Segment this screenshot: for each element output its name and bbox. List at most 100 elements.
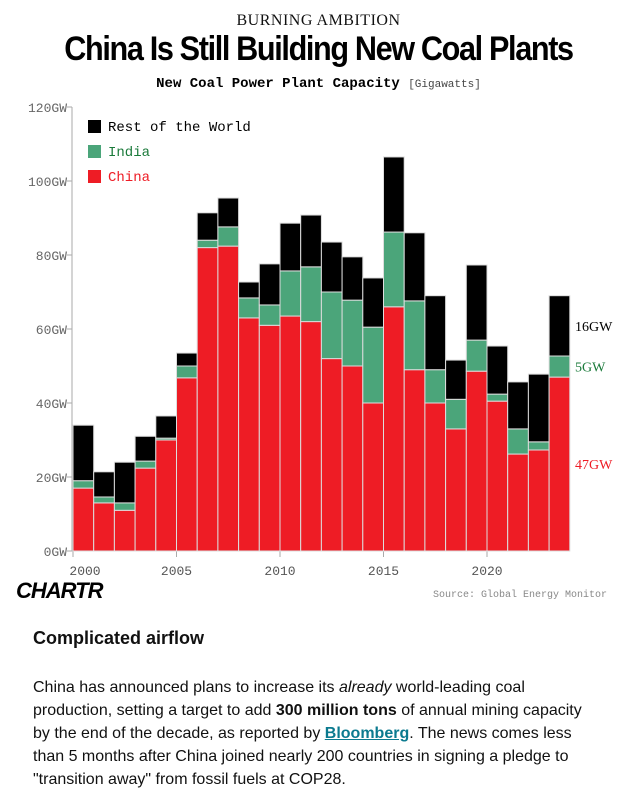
- bar-rest-of-the-world-2008: [238, 281, 260, 299]
- legend-swatch: [88, 170, 101, 183]
- bar-china-2003: [134, 467, 157, 552]
- bar-rest-of-the-world-2020: [486, 345, 509, 395]
- bar-china-2005: [176, 377, 198, 552]
- bar-china-2015: [383, 306, 405, 552]
- bar-rest-of-the-world-2022: [527, 373, 550, 443]
- bloomberg-link[interactable]: Bloomberg: [324, 725, 410, 742]
- bar-india-2013: [341, 299, 364, 367]
- bar-china-2006: [196, 247, 219, 552]
- y-tick-label: 120GW: [28, 101, 67, 116]
- bar-rest-of-the-world-2010: [279, 222, 302, 272]
- bar-india-2016: [403, 300, 426, 371]
- bar-rest-of-the-world-2007: [217, 197, 240, 228]
- x-tick-label: 2010: [264, 564, 295, 579]
- bar-india-2011: [300, 266, 322, 323]
- bar-rest-of-the-world-2015: [383, 156, 405, 233]
- bar-india-2010: [279, 270, 302, 317]
- text: world-leading coal production, setting a…: [33, 679, 525, 719]
- x-tick-label: 2005: [161, 564, 192, 579]
- y-tick-label: 0GW: [44, 545, 68, 560]
- x-tick-label: 2000: [69, 564, 100, 579]
- y-tick-label: 40GW: [36, 397, 67, 412]
- text: of annual mining capacity by the end of …: [33, 702, 582, 742]
- bar-china-2018: [445, 428, 467, 552]
- bar-india-2007: [217, 226, 240, 247]
- legend-swatch: [88, 145, 101, 158]
- bar-china-2001: [93, 502, 115, 552]
- bar-china-2017: [424, 402, 447, 552]
- subtitle-text: New Coal Power Plant Capacity: [156, 76, 400, 92]
- text-bold: 300 million tons: [275, 702, 397, 719]
- bar-china-2000: [72, 487, 95, 552]
- bar-china-2014: [362, 402, 384, 552]
- annotation-label: 47GW: [575, 458, 613, 473]
- bar-rest-of-the-world-2014: [362, 277, 384, 328]
- bar-rest-of-the-world-2001: [93, 471, 115, 498]
- y-tick-label: 60GW: [36, 323, 67, 338]
- bar-rest-of-the-world-2016: [403, 232, 426, 302]
- bar-rest-of-the-world-2006: [196, 212, 219, 241]
- bar-china-2022: [527, 449, 550, 552]
- bar-rest-of-the-world-2019: [465, 264, 488, 341]
- bar-india-2023: [548, 355, 571, 378]
- bar-rest-of-the-world-2017: [424, 295, 447, 371]
- legend-label: China: [108, 170, 150, 186]
- bar-rest-of-the-world-2005: [176, 352, 198, 367]
- bar-india-2006: [196, 239, 219, 249]
- bar-china-2013: [341, 365, 364, 552]
- bar-india-2022: [527, 441, 550, 451]
- bar-india-2002: [113, 502, 136, 511]
- bar-india-2012: [320, 291, 343, 360]
- annotation-label: 16GW: [575, 320, 613, 335]
- bar-china-2021: [507, 453, 529, 552]
- x-tick-label: 2015: [368, 564, 399, 579]
- source-note: Source: Global Energy Monitor: [432, 590, 607, 601]
- article-paragraph: China has announced plans to increase it…: [33, 676, 593, 791]
- bar-china-2008: [238, 317, 260, 552]
- bar-rest-of-the-world-2012: [320, 241, 343, 293]
- bar-china-2023: [548, 376, 571, 552]
- legend-label: Rest of the World: [108, 120, 251, 136]
- bar-rest-of-the-world-2023: [548, 295, 571, 357]
- unit-label: [Gigawatts]: [408, 79, 481, 91]
- bar-india-2001: [93, 496, 115, 504]
- bar-china-2002: [113, 509, 136, 552]
- bar-china-2009: [258, 324, 281, 552]
- bar-rest-of-the-world-2013: [341, 256, 364, 301]
- x-tick-label: 2020: [471, 564, 502, 579]
- bar-china-2020: [486, 400, 509, 552]
- bar-rest-of-the-world-2009: [258, 263, 281, 306]
- bar-india-2005: [176, 365, 198, 379]
- bar-india-2015: [383, 231, 405, 308]
- kicker: BURNING AMBITION: [236, 12, 401, 29]
- bar-india-2014: [362, 326, 384, 404]
- bar-china-2004: [155, 439, 178, 552]
- bar-india-2017: [424, 369, 447, 404]
- bar-china-2016: [403, 369, 426, 552]
- y-tick-label: 20GW: [36, 471, 67, 486]
- bar-china-2012: [320, 358, 343, 552]
- bar-india-2021: [507, 428, 529, 455]
- bar-india-2018: [445, 398, 467, 430]
- bar-india-2000: [72, 480, 95, 489]
- bar-rest-of-the-world-2000: [72, 424, 95, 482]
- legend-label: India: [108, 145, 150, 161]
- y-tick-label: 100GW: [28, 175, 67, 190]
- chart-title: China Is Still Building New Coal Plants: [64, 30, 574, 68]
- text: China has announced plans to increase it…: [33, 679, 339, 696]
- bar-india-2008: [238, 297, 260, 319]
- bar-china-2007: [217, 245, 240, 552]
- bar-india-2020: [486, 393, 509, 402]
- bar-rest-of-the-world-2021: [507, 381, 529, 430]
- chart-subtitle: New Coal Power Plant Capacity [Gigawatts…: [0, 76, 637, 92]
- bar-rest-of-the-world-2004: [155, 415, 178, 439]
- bar-india-2019: [465, 339, 488, 372]
- bar-india-2003: [134, 460, 157, 469]
- bar-rest-of-the-world-2002: [113, 461, 136, 504]
- text: . The news comes less than 5 months afte…: [33, 725, 572, 788]
- stacked-bar-chart: 0GW 20GW 40GW 60GW 80GW 100GW 120GW 2000 2005 201…: [28, 101, 613, 579]
- article-heading: Complicated airflow: [33, 628, 205, 648]
- bar-rest-of-the-world-2011: [300, 214, 322, 268]
- legend-swatch: [88, 120, 101, 133]
- text-emphasis: already: [338, 679, 392, 696]
